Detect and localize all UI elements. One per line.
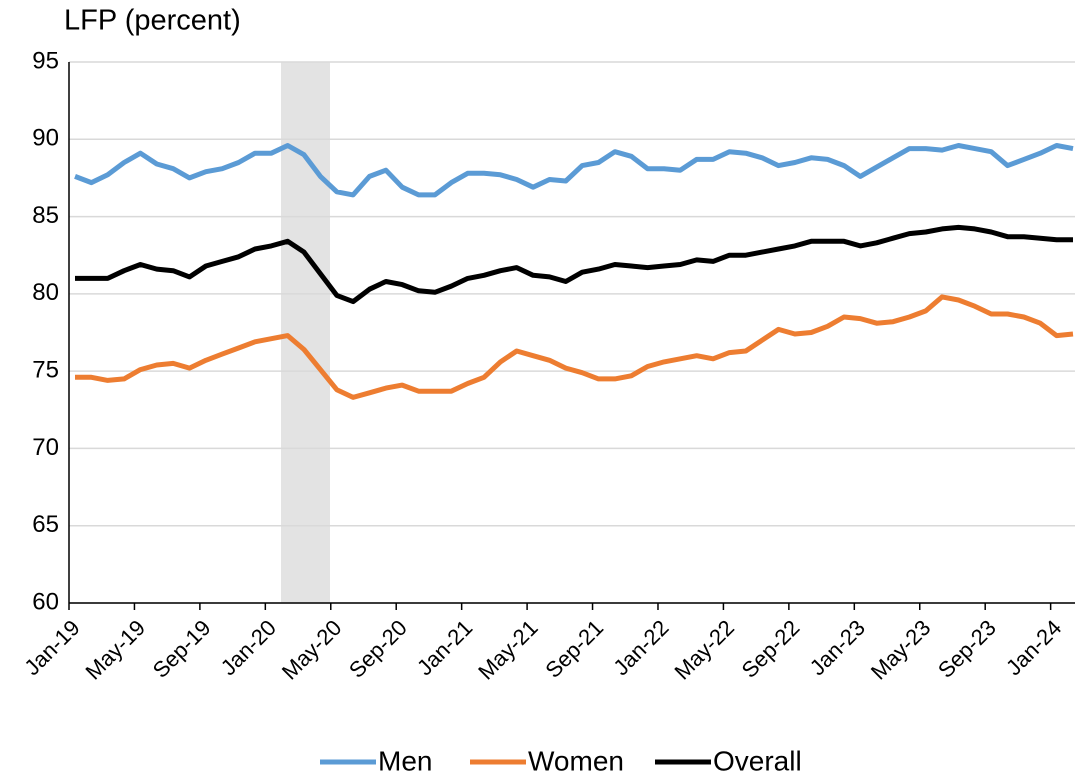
x-tick-label: Jan-24	[1001, 615, 1066, 680]
x-tick-label: Jan-21	[412, 615, 477, 680]
y-tick-label: 90	[32, 125, 59, 152]
y-tick-label: 85	[32, 202, 59, 229]
y-tick-label: 95	[32, 47, 59, 74]
legend-label: Men	[378, 745, 432, 776]
recession-shade	[281, 62, 330, 603]
x-tick-label: Jan-19	[19, 615, 84, 680]
y-tick-label: 75	[32, 356, 59, 383]
x-tick-label: May-21	[473, 615, 543, 685]
x-tick-label: Jan-23	[805, 615, 870, 680]
x-tick-label: Sep-22	[737, 615, 805, 683]
x-tick-label: May-20	[277, 615, 347, 685]
x-tick-label: May-22	[670, 615, 740, 685]
series-line	[74, 143, 1074, 198]
y-tick-label: 80	[32, 279, 59, 306]
x-tick-label: Sep-19	[148, 615, 216, 683]
series-line	[75, 224, 1073, 305]
legend-label: Overall	[713, 745, 802, 776]
legend-label: Women	[528, 745, 624, 776]
y-tick-label: 60	[32, 588, 59, 615]
x-tick-label: Sep-21	[540, 615, 608, 683]
x-tick-label: Sep-23	[933, 615, 1001, 683]
y-tick-label: 70	[32, 434, 59, 461]
x-tick-label: May-19	[81, 615, 151, 685]
x-tick-label: Jan-20	[216, 615, 281, 680]
y-tick-label: 65	[32, 511, 59, 538]
x-tick-label: May-23	[866, 615, 936, 685]
chart-title: LFP (percent)	[64, 5, 241, 37]
x-tick-label: Sep-20	[344, 615, 412, 683]
x-tick-label: Jan-22	[608, 615, 673, 680]
series-line	[75, 294, 1074, 400]
